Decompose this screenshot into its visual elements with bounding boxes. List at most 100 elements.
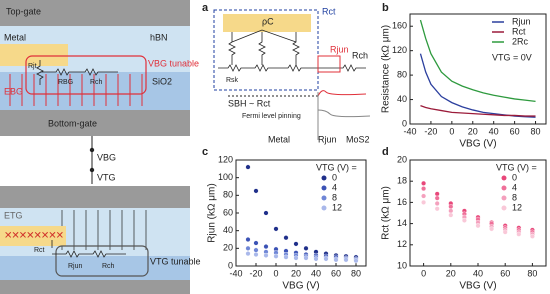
bottom-gate <box>0 110 190 136</box>
terminal <box>89 167 95 173</box>
legend-label: Rjun <box>512 16 531 26</box>
data-point <box>421 199 427 205</box>
label: Metal <box>4 32 26 42</box>
x-tick-label: 60 <box>500 268 510 278</box>
y-tick-label: 80 <box>223 190 233 200</box>
data-point <box>353 258 359 264</box>
data-point <box>434 191 440 197</box>
data-point <box>273 253 279 259</box>
label: EBG <box>4 86 23 96</box>
legend-title: VTG (V) = <box>316 162 357 172</box>
plot-frame <box>409 13 547 125</box>
legend-label: 0 <box>512 172 517 182</box>
label: Rjun <box>330 44 349 54</box>
panel-label: a <box>202 2 209 14</box>
legend-label: 0 <box>332 172 337 182</box>
legend-label: 4 <box>332 182 337 192</box>
sio2-layer <box>0 72 190 110</box>
label: Rjun <box>68 263 83 270</box>
legend-swatch <box>321 185 327 191</box>
y-tick-label: 20 <box>397 154 407 164</box>
y-tick-label: 40 <box>223 225 233 235</box>
data-point <box>475 223 481 229</box>
legend-swatch <box>321 205 327 211</box>
panel-label: c <box>202 146 208 158</box>
data-point <box>245 251 251 257</box>
data-point <box>245 164 251 170</box>
terminals: VBG VTG <box>89 136 116 184</box>
band-edge <box>317 90 367 97</box>
data-point <box>421 186 427 192</box>
label: VTG <box>97 172 116 182</box>
schematic-top: Top-gate hBN Metal Rjt RBG Rch VBG tunab… <box>0 0 199 136</box>
y-tick-label: 10 <box>397 260 407 270</box>
legend-label: 8 <box>512 192 517 202</box>
legend-label: 4 <box>512 182 517 192</box>
label: Bottom-gate <box>48 118 97 128</box>
data-point <box>434 206 440 212</box>
x-tick-label: -20 <box>424 126 437 136</box>
y-tick-label: 12 <box>397 239 407 249</box>
label: ρC <box>262 16 274 26</box>
terminal <box>89 147 95 153</box>
label: SiO2 <box>152 76 172 86</box>
data-point <box>421 193 427 199</box>
data-point <box>448 208 454 214</box>
legend-label: 2Rc <box>512 36 529 46</box>
data-point <box>434 200 440 206</box>
resistor-network <box>218 29 366 72</box>
label: Metal <box>268 134 290 144</box>
pinning-marks: ✕✕✕✕✕✕✕✕ <box>4 231 64 242</box>
y-tick-label: 120 <box>392 45 407 55</box>
metal <box>0 226 66 246</box>
data-point <box>448 204 454 210</box>
y-tick-label: 0 <box>402 118 407 128</box>
panel-label: b <box>382 2 389 14</box>
x-tick-label: 0 <box>449 126 454 136</box>
y-tick-label: 40 <box>397 94 407 104</box>
top-gate <box>0 186 190 208</box>
data-point <box>293 255 299 261</box>
x-tick-label: 20 <box>291 268 301 278</box>
data-point <box>273 226 279 232</box>
data-point <box>434 195 440 201</box>
y-tick-label: 100 <box>218 172 233 182</box>
label: RBG <box>58 79 73 86</box>
legend-label: Rct <box>512 26 526 36</box>
legend-label: 12 <box>332 202 342 212</box>
legend-label: 12 <box>512 202 522 212</box>
y-axis-label: Rjun (kΩ μm) <box>207 183 218 242</box>
schematic-bottom: ✕✕✕✕✕✕✕✕ ETG Rct Rjun Rch VTG tunable <box>0 186 201 294</box>
y-tick-label: 0 <box>228 260 233 270</box>
x-tick-label: 40 <box>489 126 499 136</box>
bottom-gate <box>0 280 190 294</box>
x-axis-label: VBG (V) <box>459 139 496 150</box>
legend-swatch <box>321 175 327 181</box>
band-edge <box>317 109 371 118</box>
panel-a: a ρC Rct Rjun Rch Rsk SBH ~ Rct Fermi le… <box>202 2 371 144</box>
x-tick-label: 60 <box>510 126 520 136</box>
data-point <box>253 247 259 253</box>
series-line <box>419 19 536 103</box>
data-point <box>461 217 467 223</box>
y-tick-label: 20 <box>223 243 233 253</box>
label: Top-gate <box>6 6 41 16</box>
x-tick-label: 20 <box>468 126 478 136</box>
resistor-network <box>36 60 118 85</box>
label: Fermi level pinning <box>242 113 301 120</box>
data-point <box>489 226 495 232</box>
legend-swatch <box>321 195 327 201</box>
series-line <box>419 53 536 118</box>
label: Rjun <box>318 134 337 144</box>
y-tick-label: 60 <box>223 207 233 217</box>
series-line <box>420 105 536 117</box>
data-point <box>253 240 259 246</box>
legend-swatch <box>501 205 507 211</box>
data-point <box>303 255 309 261</box>
y-axis-label: Resistance (kΩ μm) <box>381 25 392 113</box>
x-axis-label: VBG (V) <box>282 281 319 292</box>
data-point <box>448 212 454 218</box>
annotation: VTG = 0V <box>492 52 532 62</box>
y-tick-label: 80 <box>397 69 407 79</box>
label: VBG <box>97 152 116 162</box>
